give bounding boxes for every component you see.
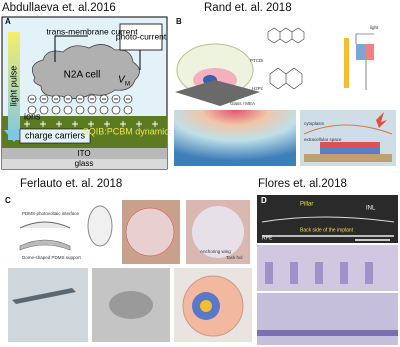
label: Anchoring wing: [200, 249, 231, 254]
label: N2A cell: [64, 70, 101, 81]
panel-a: A trans-membrane current photo-current l…: [1, 16, 174, 170]
header: Flores et. al.2018: [258, 178, 347, 190]
label: M: [125, 82, 130, 88]
label: INL: [366, 206, 376, 212]
header: Abdullaeva et. al.2016: [2, 2, 116, 14]
header: Ferlauto et. al. 2018: [20, 178, 122, 190]
label: light: [370, 25, 379, 30]
label: ions: [24, 111, 41, 121]
label: SQIB:PCBM dynamics: [83, 126, 174, 136]
label: glass: [75, 159, 94, 168]
label: Tack hol: [226, 255, 243, 260]
label: Dome-shaped PDMS support: [22, 255, 82, 260]
label: PTCDI: [250, 58, 264, 63]
label: Back side of the implant: [300, 227, 354, 233]
label: H2Pc: [252, 86, 264, 91]
label: ITO: [77, 149, 90, 158]
header: Rand et. al. 2018: [204, 2, 292, 14]
panel-d: D Pillar INL RPE Back side of the implan…: [257, 195, 398, 345]
panel-c: C PDMS-photovoltaic interface Dome-shape…: [2, 195, 253, 345]
label: PDMS-photovoltaic interface: [22, 211, 80, 216]
label: extracellular space: [304, 137, 342, 142]
panel-b: B PTCDI H2Pc Glass / MEA light cytoplasm…: [170, 17, 398, 169]
label: photo-current: [116, 31, 167, 41]
label: Glass / MEA: [230, 101, 255, 106]
label: trans-membrane current: [46, 26, 138, 36]
label: charge carriers: [25, 130, 86, 140]
panel-letter: D: [261, 196, 267, 205]
panel-letter: C: [5, 196, 11, 205]
panel-letter: A: [5, 17, 11, 26]
label: RPE: [262, 235, 273, 241]
label: Pillar: [300, 202, 313, 208]
label: cytoplasm: [304, 121, 325, 126]
label: V: [118, 75, 126, 86]
label: light pulse: [8, 66, 18, 107]
panel-letter: B: [176, 17, 182, 26]
